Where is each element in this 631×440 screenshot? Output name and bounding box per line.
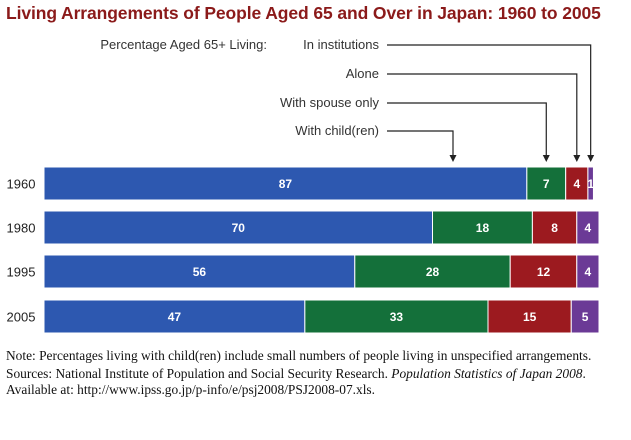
data-label: 4	[573, 177, 580, 191]
bar-segment-alone	[509, 254, 578, 289]
year-label: 1980	[7, 221, 36, 236]
bar-outline	[43, 210, 600, 245]
bar-outline	[43, 166, 600, 201]
legend-item-with-spouse-only: With spouse only	[280, 95, 550, 162]
legend-label: Alone	[346, 66, 379, 81]
notes-section: Note: Percentages living with child(ren)…	[6, 348, 621, 399]
legend-item-alone: Alone	[346, 66, 581, 162]
arrow-head	[542, 155, 550, 162]
leader-line	[387, 130, 454, 156]
legend-item-with-child-ren: With child(ren)	[295, 123, 457, 162]
note-text: Note: Percentages living with child(ren)…	[6, 348, 592, 363]
data-label: 33	[390, 310, 404, 324]
bar-outline	[43, 299, 600, 334]
bar-row-2005: 2005 47 33 15 5	[7, 299, 600, 334]
bar-row-1980: 1980 70 18 8 4	[7, 210, 600, 245]
available-text: Available at: http://www.ipss.go.jp/p-in…	[6, 382, 375, 398]
arrow-head	[449, 155, 457, 162]
data-label: 1	[587, 177, 594, 191]
arrow-head	[587, 155, 595, 162]
bar-segment-with-spouse-only	[354, 254, 511, 289]
bar-segment-with-child-ren	[43, 210, 433, 245]
bar-segment-with-child-ren	[43, 299, 306, 334]
bar-outline	[43, 254, 600, 289]
data-label: 4	[585, 221, 592, 235]
sources-text: Sources: National Institute of Populatio…	[6, 366, 621, 382]
chart-title: Living Arrangements of People Aged 65 an…	[6, 3, 601, 23]
data-label: 28	[426, 265, 440, 279]
leader-line	[387, 102, 547, 156]
legend-label: With spouse only	[280, 95, 379, 110]
sources-title: Population Statistics of Japan 2008	[391, 366, 583, 382]
data-label: 56	[193, 265, 207, 279]
legend-label: In institutions	[303, 37, 379, 52]
leader-line	[387, 73, 578, 156]
leader-line	[387, 44, 592, 156]
legend-title: Percentage Aged 65+ Living:	[100, 37, 267, 52]
data-label: 87	[279, 177, 293, 191]
bar-segment-alone	[487, 299, 572, 334]
data-label: 70	[232, 221, 246, 235]
bar-row-1960: 1960 87 7 4 1	[7, 166, 600, 201]
data-label: 8	[551, 221, 558, 235]
data-label: 7	[543, 177, 550, 191]
data-label: 47	[168, 310, 182, 324]
data-label: 5	[582, 310, 589, 324]
sources-prefix: Sources: National Institute of Populatio…	[6, 366, 392, 382]
data-label: 15	[523, 310, 537, 324]
bar-segment-in-institutions	[570, 299, 600, 334]
year-label: 2005	[7, 310, 36, 325]
year-label: 1995	[7, 265, 36, 280]
bar-segment-with-spouse-only	[432, 210, 533, 245]
legend: Percentage Aged 65+ Living: In institutio…	[100, 37, 595, 162]
bar-segment-with-spouse-only	[304, 299, 489, 334]
data-label: 12	[537, 265, 551, 279]
data-label: 4	[585, 265, 592, 279]
arrow-head	[573, 155, 581, 162]
stacked-bar-chart: Percentage Aged 65+ Living: In institutio…	[7, 37, 600, 334]
legend-item-in-institutions: In institutions	[303, 37, 595, 162]
data-label: 18	[476, 221, 490, 235]
bar-row-1995: 1995 56 28 12 4	[7, 254, 600, 289]
legend-label: With child(ren)	[295, 123, 379, 138]
sources-suffix: .	[582, 366, 586, 382]
year-label: 1960	[7, 177, 36, 192]
